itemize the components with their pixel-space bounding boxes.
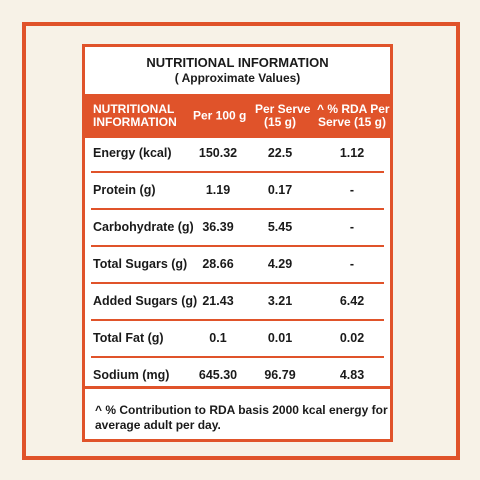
row-separator (91, 171, 384, 173)
cell-value: 645.30 (198, 368, 238, 382)
header-line: Per 100 g (193, 108, 247, 123)
footnote: average adult per day. (95, 418, 221, 432)
cell-value: 96.79 (264, 368, 296, 382)
cell-value: 1.12 (339, 146, 365, 160)
header-line: (15 g) (263, 115, 296, 129)
row-label: Sodium (mg) (93, 368, 170, 382)
row-label: Total Sugars (g) (93, 257, 188, 271)
row-label: Added Sugars (g) (93, 294, 198, 308)
row-label: Protein (g) (93, 183, 156, 197)
cell-value: 3.21 (267, 294, 293, 308)
row-separator (91, 319, 384, 321)
cell-value: 22.5 (267, 146, 293, 160)
cell-value: 0.1 (209, 331, 227, 345)
header-line: ^ % RDA Per (317, 102, 390, 116)
divider (85, 386, 390, 389)
cell-value: 0.01 (267, 331, 293, 345)
footnote: ^ % Contribution to RDA basis 2000 kcal … (95, 403, 388, 417)
header-line: NUTRITIONAL (93, 102, 175, 116)
header-line: Serve (15 g) (317, 115, 387, 129)
cell-value: 4.29 (267, 257, 293, 271)
row-label: Energy (kcal) (93, 146, 172, 160)
row-label: Total Fat (g) (93, 331, 164, 345)
cell-value: - (349, 220, 355, 234)
column-header: NUTRITIONAL INFORMATION (93, 103, 177, 129)
cell-value: 5.45 (267, 220, 293, 234)
cell-value: 36.39 (202, 220, 234, 234)
cell-value: 4.83 (339, 368, 365, 382)
cell-value: 21.43 (202, 294, 234, 308)
row-label: Carbohydrate (g) (93, 220, 194, 234)
cell-value: 150.32 (198, 146, 238, 160)
title: NUTRITIONAL INFORMATION (146, 55, 329, 70)
cell-value: 28.66 (202, 257, 234, 271)
header-row: NUTRITIONAL INFORMATION Per 100 g Per Serve… (85, 94, 390, 138)
cell-value: - (349, 183, 355, 197)
header-line: INFORMATION (93, 115, 177, 129)
cell-value: 6.42 (339, 294, 365, 308)
header-line: Per Serve (255, 102, 311, 116)
cell-value: 1.19 (205, 183, 231, 197)
nutrition-card: NUTRITIONAL INFORMATION ( Approximate Va… (82, 44, 393, 442)
row-separator (91, 208, 384, 210)
row-separator (91, 356, 384, 358)
column-header: Per 100 g (193, 108, 247, 123)
frame (22, 22, 460, 460)
cell-value: 0.17 (267, 183, 293, 197)
column-header: Per Serve (15 g) (255, 102, 311, 129)
subtitle: ( Approximate Values) (174, 71, 301, 85)
column-header: ^ % RDA Per Serve (15 g) (317, 102, 390, 129)
cell-value: - (349, 257, 355, 271)
cell-value: 0.02 (339, 331, 365, 345)
row-separator (91, 282, 384, 284)
row-separator (91, 245, 384, 247)
